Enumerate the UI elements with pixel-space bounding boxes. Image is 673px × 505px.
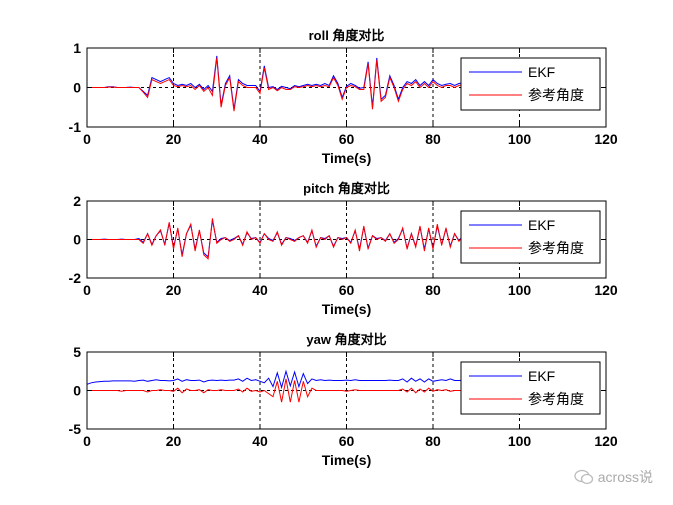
y-tick-label: 5 xyxy=(73,344,81,360)
y-tick-label: 0 xyxy=(73,232,81,248)
x-tick-label: 40 xyxy=(252,282,268,298)
x-tick-label: 60 xyxy=(339,131,355,147)
watermark-text: across说 xyxy=(597,469,653,485)
legend-box xyxy=(460,210,601,264)
x-tick-label: 80 xyxy=(425,131,441,147)
x-tick-label: 120 xyxy=(594,282,618,298)
chart-title: yaw 角度对比 xyxy=(306,332,386,347)
legend-box xyxy=(460,361,601,415)
x-tick-label: 40 xyxy=(252,131,268,147)
x-tick-label: 100 xyxy=(508,433,532,449)
y-tick-label: -2 xyxy=(69,270,82,286)
legend-label: 参考角度 xyxy=(528,391,584,407)
x-tick-label: 0 xyxy=(83,282,91,298)
legend-label: 参考角度 xyxy=(528,87,584,103)
x-tick-label: 60 xyxy=(339,282,355,298)
watermark: across说 xyxy=(574,467,653,487)
x-tick-label: 60 xyxy=(339,433,355,449)
x-tick-label: 80 xyxy=(425,282,441,298)
y-tick-label: 0 xyxy=(73,383,81,399)
legend: EKF 参考角度 xyxy=(460,210,601,264)
legend-box xyxy=(460,57,601,111)
x-tick-label: 20 xyxy=(166,282,182,298)
series-line-reference xyxy=(87,218,468,260)
x-axis-label: Time(s) xyxy=(322,301,372,317)
y-tick-label: -5 xyxy=(69,421,82,437)
x-tick-label: 20 xyxy=(166,131,182,147)
series-line-reference xyxy=(87,57,468,112)
x-tick-label: 100 xyxy=(508,282,532,298)
x-tick-label: 100 xyxy=(508,131,532,147)
series-line-ekf xyxy=(86,369,468,390)
x-tick-label: 120 xyxy=(594,131,618,147)
y-tick-label: 2 xyxy=(73,193,81,209)
x-tick-label: 0 xyxy=(83,433,91,449)
legend-label: EKF xyxy=(528,217,555,233)
y-tick-label: -1 xyxy=(69,119,82,135)
legend: EKF 参考角度 xyxy=(460,57,601,111)
x-axis-label: Time(s) xyxy=(322,150,372,166)
legend-label: EKF xyxy=(528,64,555,80)
legend-label: 参考角度 xyxy=(528,240,584,256)
chart-title: pitch 角度对比 xyxy=(303,181,390,196)
x-tick-label: 120 xyxy=(594,433,618,449)
x-tick-label: 0 xyxy=(83,131,91,147)
wechat-icon xyxy=(574,469,593,485)
chart-title: roll 角度对比 xyxy=(309,28,385,43)
y-tick-label: 0 xyxy=(73,80,81,96)
series-line-reference xyxy=(87,378,468,403)
x-tick-label: 20 xyxy=(166,433,182,449)
legend: EKF 参考角度 xyxy=(460,361,601,415)
y-tick-label: 1 xyxy=(73,40,81,56)
x-tick-label: 40 xyxy=(252,433,268,449)
legend-label: EKF xyxy=(528,368,555,384)
x-tick-label: 80 xyxy=(425,433,441,449)
x-axis-label: Time(s) xyxy=(322,452,372,468)
series-line-ekf xyxy=(87,55,468,110)
